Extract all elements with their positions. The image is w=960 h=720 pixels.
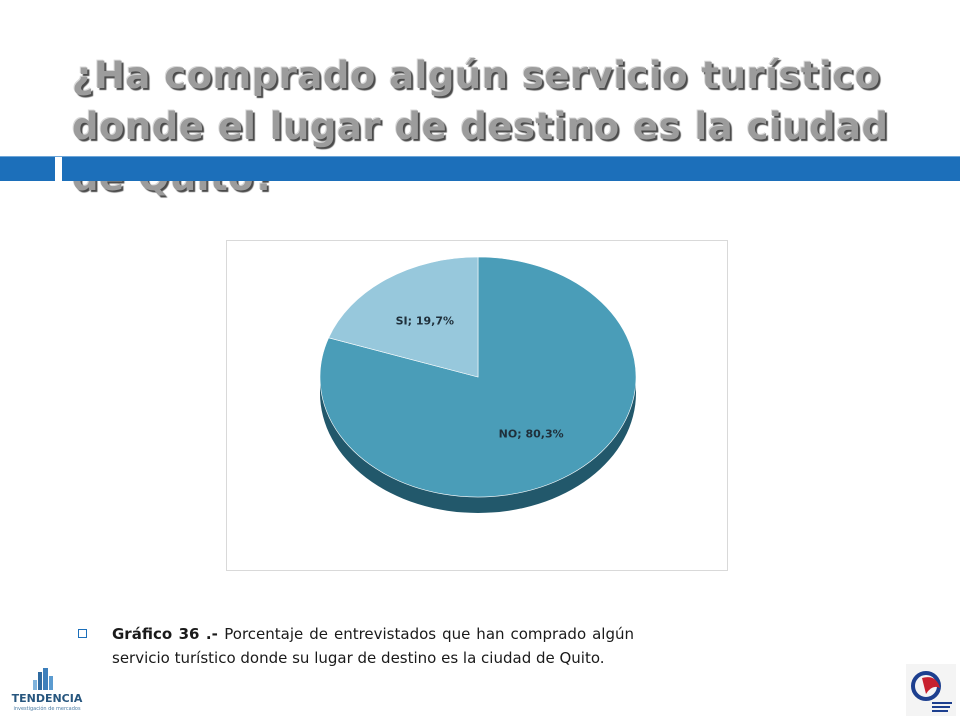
caption-prefix: Gráfico 36 .- [112, 625, 225, 643]
page-title: ¿Ha comprado algún servicio turístico do… [72, 54, 889, 199]
logo-building-3 [49, 676, 53, 690]
pie-label-si: SI; 19,7% [396, 314, 454, 327]
quito-tourism-logo [906, 664, 956, 716]
pie-chart: NO; 80,3% SI; 19,7% [319, 256, 637, 513]
logo-building-2 [43, 668, 48, 690]
pie-slice-si [328, 256, 479, 378]
pie-label-no: NO; 80,3% [499, 428, 564, 441]
logo-building-4 [33, 680, 37, 690]
logo-line-3 [932, 710, 948, 712]
bullet-icon [78, 629, 87, 638]
caption-text: Porcentaje de entrevistados que han comp… [112, 625, 634, 667]
chart-caption: Gráfico 36 .- Porcentaje de entrevistado… [112, 622, 634, 670]
logo-name: TENDENCIA [12, 692, 83, 705]
logo-swoosh [922, 677, 940, 694]
header-bar-main [62, 157, 960, 181]
logo-tagline: investigación de mercados [13, 705, 81, 712]
logo-building-1 [38, 672, 42, 690]
pie-chart-frame: NO; 80,3% SI; 19,7% [226, 240, 728, 571]
tendencia-logo: TENDENCIA investigación de mercados [12, 668, 83, 712]
logo-line-1 [932, 702, 952, 704]
logo-line-2 [932, 706, 950, 708]
header-bar-left [0, 157, 55, 181]
header-accent-line [0, 156, 960, 157]
